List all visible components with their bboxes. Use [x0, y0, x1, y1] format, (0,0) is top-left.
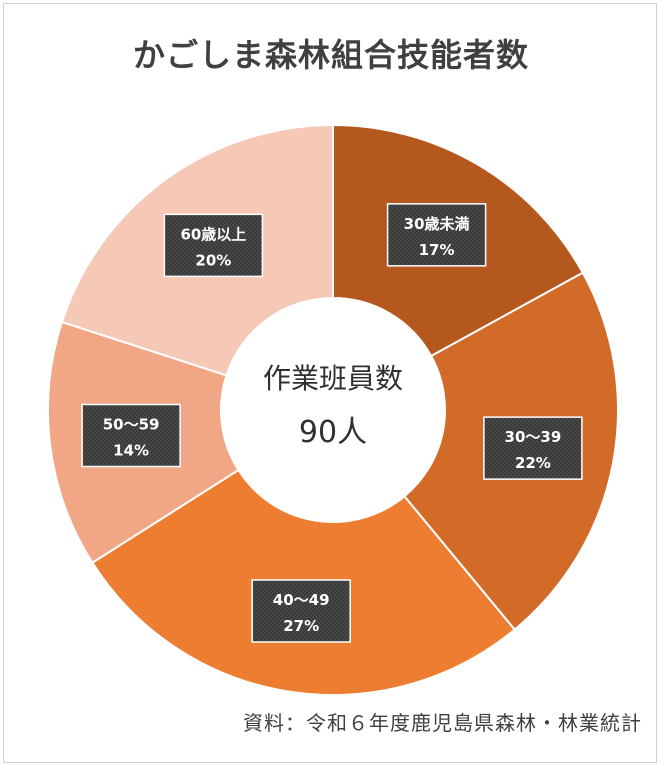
- slice-label-1: 30～39: [505, 428, 562, 446]
- source-note: 資料：令和６年度鹿児島県森林・林業統計: [243, 711, 642, 735]
- slice-percent-3: 14%: [113, 442, 149, 460]
- slice-percent-2: 27%: [283, 617, 319, 635]
- label-box-3: [81, 403, 181, 468]
- label-box-2: [251, 579, 351, 643]
- slice-label-2: 40～49: [273, 591, 330, 609]
- chart-title: かごしま森林組合技能者数: [132, 36, 529, 74]
- slice-percent-4: 20%: [195, 251, 231, 269]
- label-box-1: [483, 416, 583, 480]
- slice-percent-1: 22%: [515, 454, 551, 472]
- slice-percent-0: 17%: [419, 241, 455, 259]
- center-label-value: 90人: [299, 415, 367, 450]
- center-label-title: 作業班員数: [263, 362, 403, 395]
- label-box-4: [163, 213, 264, 278]
- label-box-0: [386, 203, 487, 267]
- slice-label-0: 30歳未満: [404, 215, 470, 233]
- slice-label-4: 60歳以上: [180, 225, 246, 243]
- slice-labels: 30歳未満 17% 30～39 22% 40～49 27% 50～59 14% 60歳以上 20%: [81, 203, 583, 643]
- slice-label-3: 50～59: [103, 416, 160, 434]
